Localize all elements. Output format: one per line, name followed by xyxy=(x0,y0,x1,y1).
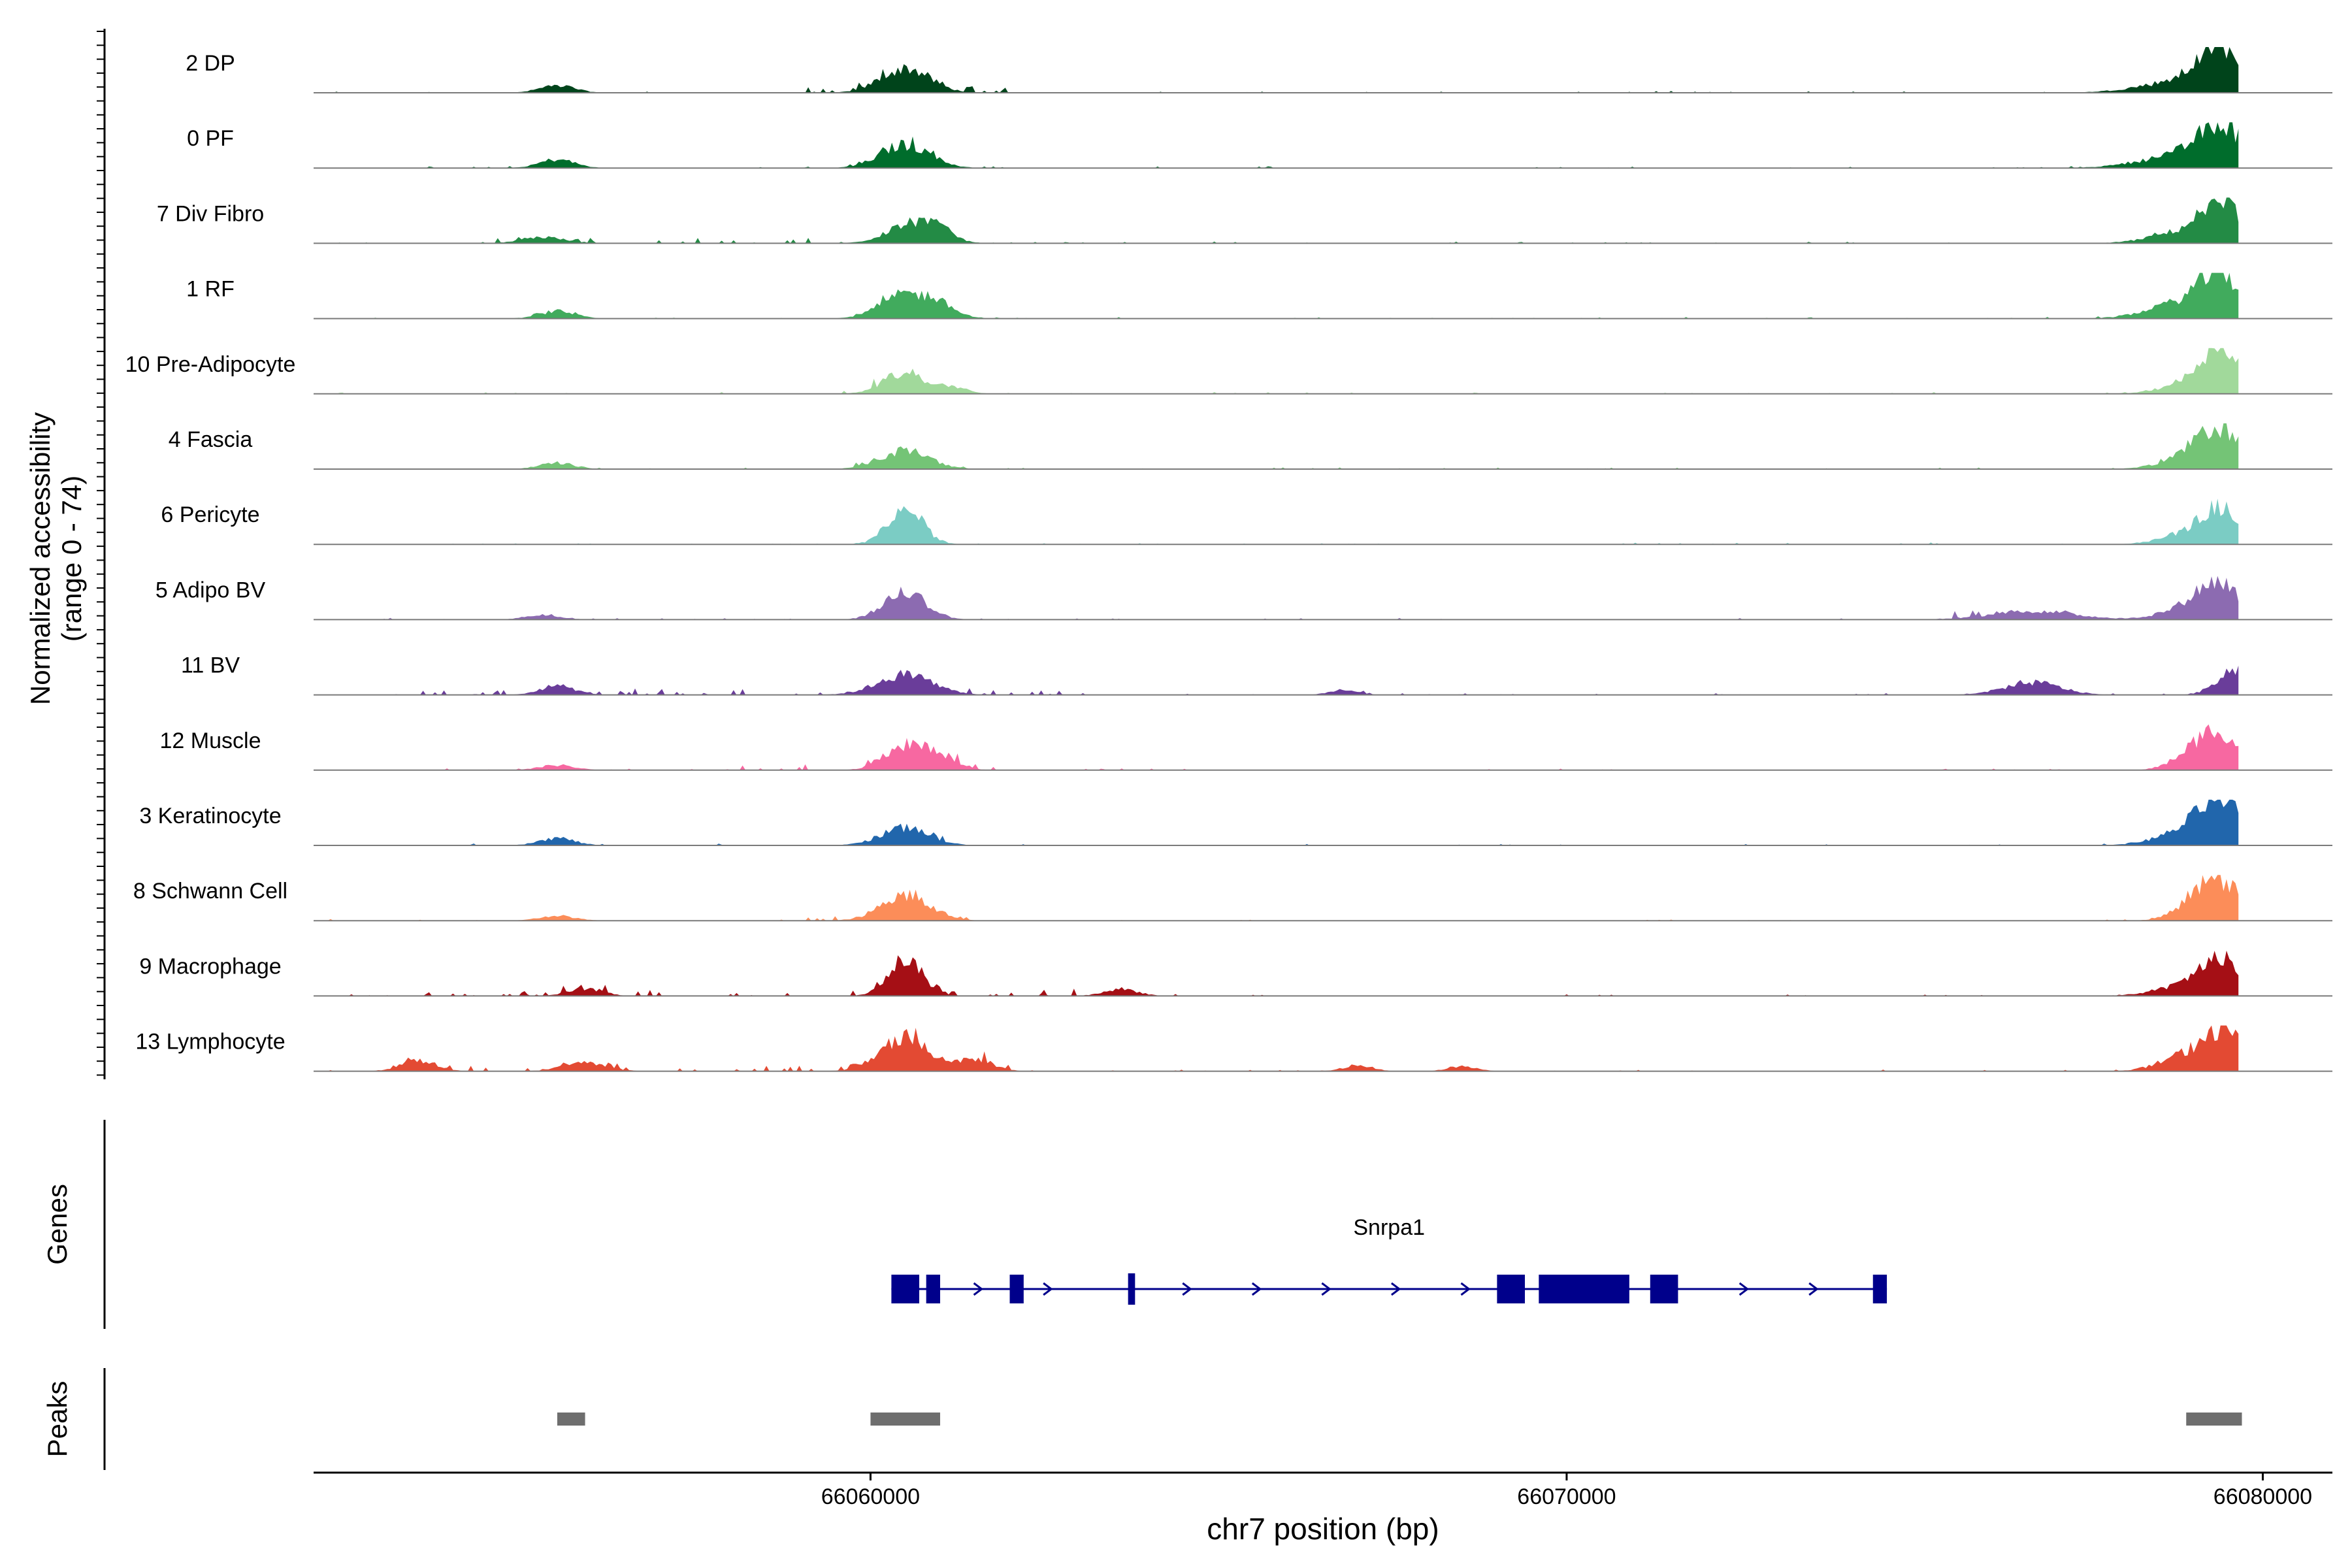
gene-exon xyxy=(1872,1275,1887,1303)
gene-exon xyxy=(1539,1275,1629,1303)
track-label: 11 BV xyxy=(181,653,240,678)
track-label: 3 Keratinocyte xyxy=(139,804,281,828)
peak-region xyxy=(2186,1413,2242,1426)
x-tick-label: 66060000 xyxy=(821,1484,920,1509)
x-axis-ticks: 66060000 66070000 66080000 xyxy=(821,1473,2312,1509)
gene-model xyxy=(891,1273,1887,1305)
coverage-area xyxy=(327,197,2239,244)
gene-exon xyxy=(1497,1275,1525,1303)
strand-arrow xyxy=(1043,1282,1053,1296)
track-label: 8 Schwann Cell xyxy=(133,879,287,904)
gene-exon xyxy=(1009,1275,1024,1303)
coverage-area xyxy=(327,576,2239,620)
track-label: 2 DP xyxy=(186,51,235,76)
x-tick-label: 66070000 xyxy=(1517,1484,1616,1509)
track: 2 DP xyxy=(186,47,2332,93)
strand-arrow xyxy=(1808,1282,1819,1296)
peak-region xyxy=(557,1413,585,1426)
track: 4 Fascia xyxy=(169,423,2332,470)
track-label: 10 Pre-Adipocyte xyxy=(125,352,296,377)
track: 0 PF xyxy=(187,122,2332,169)
gene-name-label: Snrpa1 xyxy=(1353,1215,1425,1240)
strand-arrow xyxy=(1321,1282,1331,1296)
gene-exon xyxy=(891,1275,919,1303)
track-label: 12 Muscle xyxy=(160,728,261,753)
genes-panel-label: Genes xyxy=(42,1184,73,1265)
track: 9 Macrophage xyxy=(139,951,2332,997)
peak-regions xyxy=(557,1413,2242,1426)
track-label: 7 Div Fibro xyxy=(157,201,264,226)
track-label: 5 Adipo BV xyxy=(155,578,266,602)
gene-exon xyxy=(926,1275,940,1303)
track: 11 BV xyxy=(181,653,2332,696)
coverage-area xyxy=(327,665,2239,695)
track: 3 Keratinocyte xyxy=(139,800,2332,846)
strand-arrow xyxy=(1460,1282,1471,1296)
accessibility-axis-ticks xyxy=(97,31,105,1076)
track-label: 0 PF xyxy=(187,126,234,151)
peak-region xyxy=(870,1413,940,1426)
strand-arrow xyxy=(1739,1282,1750,1296)
coverage-tracks: 2 DP 0 PF 7 Div Fibro 1 RF 10 Pre-Adipocyte 4… xyxy=(125,47,2332,1072)
track-label: 9 Macrophage xyxy=(139,954,281,979)
track-label: 6 Pericyte xyxy=(161,502,259,527)
track: 13 Lymphocyte xyxy=(135,1025,2332,1072)
track: 10 Pre-Adipocyte xyxy=(125,348,2332,395)
strand-arrow xyxy=(973,1282,984,1296)
track: 12 Muscle xyxy=(160,724,2332,771)
y-axis-label: Normalized accessibility xyxy=(25,412,56,705)
x-tick-label: 66080000 xyxy=(2213,1484,2312,1509)
strand-arrow xyxy=(1251,1282,1262,1296)
y-axis-label-range: (range 0 - 74) xyxy=(56,476,87,642)
track: 6 Pericyte xyxy=(161,498,2332,546)
strand-arrow xyxy=(1390,1282,1401,1296)
x-axis-title: chr7 position (bp) xyxy=(1207,1512,1439,1546)
track: 7 Div Fibro xyxy=(157,197,2332,244)
gene-exon xyxy=(1128,1273,1135,1305)
track-label: 4 Fascia xyxy=(169,427,253,452)
gene-exon xyxy=(1650,1275,1678,1303)
peaks-panel-label: Peaks xyxy=(42,1381,73,1458)
track: 8 Schwann Cell xyxy=(133,875,2332,922)
track: 1 RF xyxy=(186,272,2332,319)
track: 5 Adipo BV xyxy=(155,576,2332,621)
strand-arrow xyxy=(1182,1282,1192,1296)
track-label: 13 Lymphocyte xyxy=(135,1030,285,1054)
track-label: 1 RF xyxy=(186,277,235,302)
